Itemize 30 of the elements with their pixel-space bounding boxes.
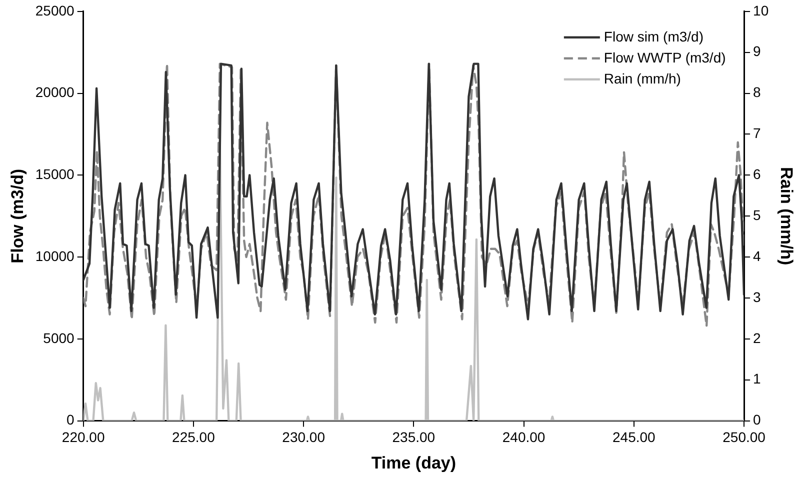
y-tick-label: 25000 — [35, 2, 75, 18]
x-tick-label: 250.00 — [722, 429, 766, 446]
y2-tick-label: 2 — [753, 330, 762, 346]
x-tick-label: 245.00 — [612, 429, 656, 446]
x-tick-label: 230.00 — [282, 429, 326, 446]
x-tick-label: 235.00 — [392, 429, 436, 446]
x-tick-label: 220.00 — [62, 429, 105, 446]
y2-tick-label: 3 — [753, 288, 762, 305]
y2-tick-label: 10 — [753, 2, 769, 18]
y2-tick-label: 8 — [753, 84, 762, 100]
y2-tick-label: 0 — [753, 412, 762, 428]
y2-tick-label: 1 — [753, 370, 762, 387]
y-tick-label: 15000 — [35, 166, 75, 182]
y2-tick-label: 5 — [753, 206, 762, 223]
legend-label: Rain (mm/h) — [604, 70, 681, 86]
y2-tick-label: 7 — [753, 125, 762, 142]
y-tick-label: 0 — [66, 412, 75, 428]
y-tick-label: 20000 — [35, 84, 75, 100]
y2-tick-label: 4 — [753, 248, 762, 264]
x-tick-label: 225.00 — [172, 429, 216, 446]
y2-tick-label: 9 — [753, 43, 762, 60]
legend-label: Flow sim (m3/d) — [604, 28, 704, 44]
y-tick-label: 10000 — [35, 248, 75, 264]
y-tick-label: 5000 — [43, 330, 75, 346]
y2-axis-title: Rain (mm/h) — [777, 166, 796, 266]
x-tick-label: 240.00 — [502, 429, 546, 446]
legend-label: Flow WWTP (m3/d) — [604, 49, 726, 66]
x-axis-title: Time (day) — [371, 453, 456, 472]
y2-tick-label: 6 — [753, 166, 762, 182]
y-axis-title: Flow (m3/d) — [8, 168, 27, 264]
